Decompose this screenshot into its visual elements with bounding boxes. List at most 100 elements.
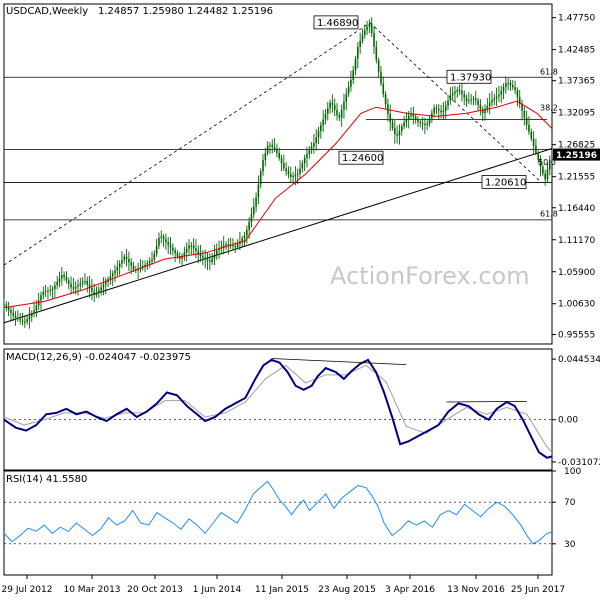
candle-body xyxy=(498,94,500,97)
fib-level-label: 38.2 xyxy=(540,103,558,112)
candle-body xyxy=(528,124,530,132)
macd-divergence-line xyxy=(446,400,527,403)
candle-body xyxy=(451,93,454,96)
candle-body xyxy=(102,284,105,288)
moving-average-line xyxy=(3,100,553,309)
x-tick-label: 25 Jun 2017 xyxy=(511,585,565,595)
candle-body xyxy=(442,111,445,113)
candle-body xyxy=(188,245,190,249)
candle-body xyxy=(162,236,165,240)
candle-body xyxy=(509,82,512,86)
candle-body xyxy=(28,316,31,320)
candle-body xyxy=(54,285,56,289)
price-annotation-label: 1.20610 xyxy=(485,177,526,188)
candle-body xyxy=(317,131,320,138)
candle-body xyxy=(525,117,528,125)
candle-body xyxy=(347,86,350,94)
candle-body xyxy=(426,123,429,125)
candle-body xyxy=(338,115,341,118)
candle-body xyxy=(17,317,19,319)
rsi-panel-frame xyxy=(3,470,553,576)
candle-body xyxy=(468,100,470,102)
candle-body xyxy=(74,286,77,289)
candle-body xyxy=(49,289,52,291)
candle-body xyxy=(225,244,227,246)
candle-body xyxy=(433,107,435,113)
candle-body xyxy=(449,95,452,101)
candle-body xyxy=(548,159,551,170)
price-tick-label: 1.00630 xyxy=(558,300,595,310)
candle-body xyxy=(14,315,17,318)
candle-body xyxy=(185,248,188,253)
candle-body xyxy=(257,184,260,198)
candle-body xyxy=(507,82,509,84)
candle-body xyxy=(294,174,297,176)
candle-body xyxy=(299,168,301,174)
candle-body xyxy=(104,281,107,285)
candle-body xyxy=(24,321,26,323)
candle-body xyxy=(77,285,79,287)
candle-body xyxy=(301,163,304,169)
candle-body xyxy=(199,253,202,257)
price-annotation-box xyxy=(446,69,492,84)
candle-body xyxy=(84,281,86,283)
candle-body xyxy=(259,171,262,185)
candle-body xyxy=(176,253,179,256)
candle-body xyxy=(123,256,126,261)
candle-body xyxy=(58,278,61,282)
candle-body xyxy=(172,247,174,251)
candle-body xyxy=(518,96,521,104)
candle-body xyxy=(440,110,442,113)
x-tick-label: 3 Apr 2016 xyxy=(385,585,435,595)
candle-body xyxy=(169,244,172,248)
watermark: ActionForex.com xyxy=(330,262,530,290)
x-tick-label: 29 Jul 2012 xyxy=(2,585,53,595)
candle-body xyxy=(366,26,368,31)
fib-level-label: 61.8 xyxy=(540,210,558,219)
fib-level-label: 50.0 xyxy=(538,158,556,167)
candle-body xyxy=(417,119,419,123)
candle-body xyxy=(114,270,116,274)
candle-body xyxy=(354,58,357,71)
candle-body xyxy=(310,146,313,151)
candle-body xyxy=(331,102,334,105)
fib-level-label: 61.8 xyxy=(540,67,558,76)
candle-body xyxy=(479,104,482,110)
macd-panel-frame xyxy=(3,348,553,471)
candle-body xyxy=(195,248,197,251)
candle-body xyxy=(21,320,24,322)
candle-body xyxy=(273,146,276,149)
candle-body xyxy=(493,98,496,101)
candle-body xyxy=(47,290,49,292)
macd-divergence-line xyxy=(271,358,407,366)
candle-body xyxy=(183,252,186,256)
candle-body xyxy=(315,137,318,144)
candle-body xyxy=(222,244,225,247)
candle-body xyxy=(544,173,546,180)
candle-body xyxy=(357,47,359,59)
price-tick-label: 1.11170 xyxy=(558,236,595,246)
candle-body xyxy=(264,153,267,161)
candle-body xyxy=(373,32,375,47)
candle-body xyxy=(322,119,324,126)
candle-body xyxy=(324,114,327,120)
rsi-tick-label: 100 xyxy=(564,467,581,477)
candle-body xyxy=(151,259,153,262)
candle-body xyxy=(206,259,209,261)
candle-body xyxy=(12,312,15,316)
candle-body xyxy=(116,267,119,271)
candle-body xyxy=(40,295,42,301)
candle-body xyxy=(412,114,415,117)
candle-body xyxy=(65,276,68,281)
candle-body xyxy=(292,175,294,177)
candle-body xyxy=(505,83,507,88)
candle-body xyxy=(148,261,151,264)
candle-body xyxy=(463,94,466,98)
candle-body xyxy=(419,122,422,124)
candle-body xyxy=(146,263,149,265)
candle-body xyxy=(19,318,21,321)
x-tick-label: 23 Aug 2015 xyxy=(318,585,376,595)
candle-body xyxy=(252,206,255,215)
candle-body xyxy=(329,102,331,109)
